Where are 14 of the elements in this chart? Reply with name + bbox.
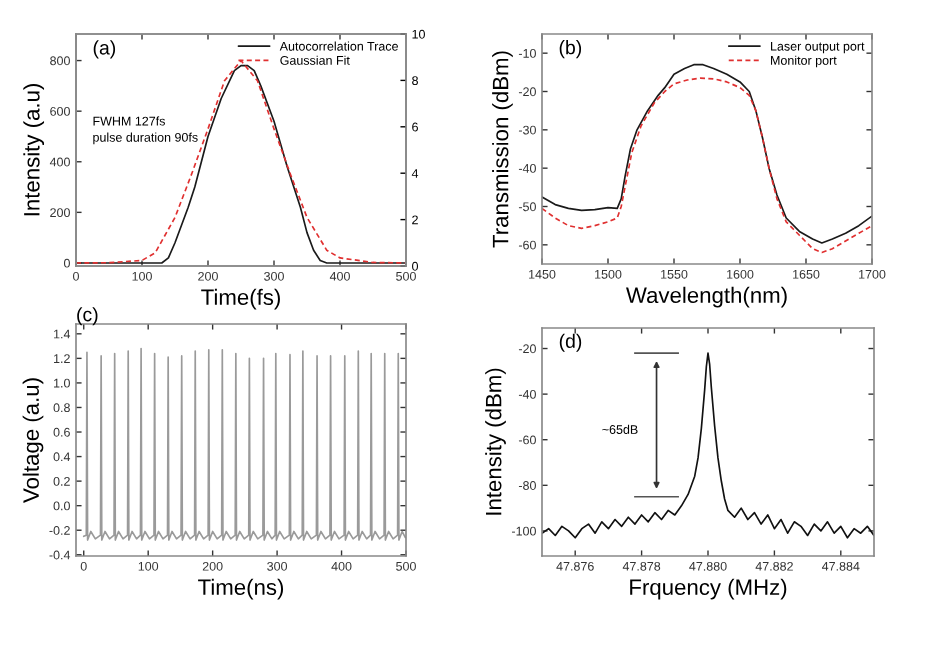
x-axis-title: Wavelength(nm) <box>626 286 787 308</box>
chart-title: (a) <box>93 40 116 59</box>
y-axis-title: Voltage (a.u) <box>22 378 44 503</box>
line-series <box>82 347 406 541</box>
y-axis-title: Transmission (dBm) <box>492 51 513 248</box>
chart-title: (b) <box>559 40 582 59</box>
x-axis-title: Frquency (MHz) <box>630 578 787 600</box>
x-axis-title: Time(fs) <box>201 288 280 310</box>
y-axis-title: Intensity (dBm) <box>485 368 506 515</box>
line-series <box>542 352 874 539</box>
y-axis-title: Intensity (a.u) <box>23 84 45 216</box>
x-axis-title: Time(ns) <box>198 578 284 600</box>
chart-title: (c) <box>77 307 98 326</box>
chart-title: (d) <box>559 333 582 352</box>
